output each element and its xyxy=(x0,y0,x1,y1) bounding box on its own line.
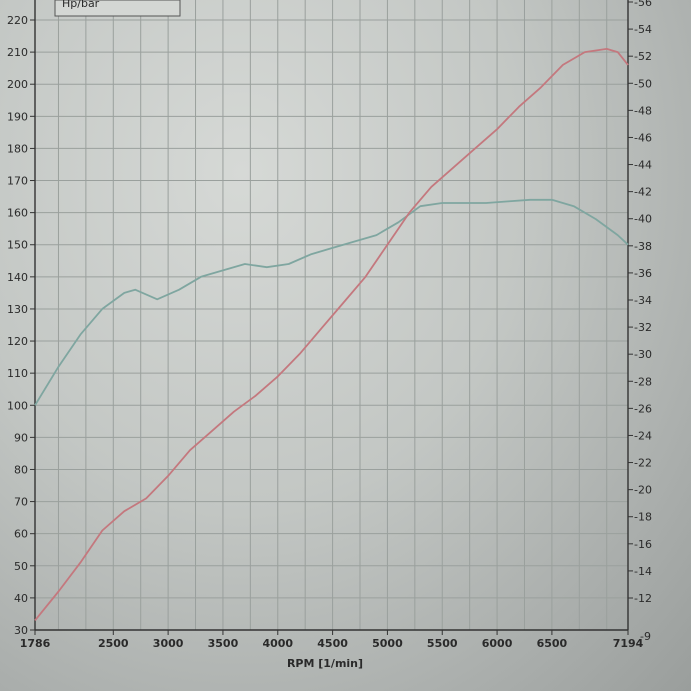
right-tick-label: -34 xyxy=(634,294,652,307)
x-tick-label: 3000 xyxy=(153,637,184,650)
right-tick-label: -22 xyxy=(634,457,652,470)
right-tick-label: -32 xyxy=(634,321,652,334)
left-tick-label: 200 xyxy=(7,78,28,91)
axes-frame xyxy=(34,0,629,631)
right-tick-label: -14 xyxy=(634,565,652,578)
right-tick-label: -40 xyxy=(634,213,652,226)
right-tick-label: -56 xyxy=(634,0,652,9)
left-tick-label: 160 xyxy=(7,207,28,220)
x-tick-label: 6500 xyxy=(537,637,568,650)
x-axis-label: RPM [1/min] xyxy=(287,657,363,670)
right-tick-label: -54 xyxy=(634,23,652,36)
series-line-red xyxy=(34,48,629,621)
x-tick-label: 4500 xyxy=(317,637,348,650)
right-tick-label: -18 xyxy=(634,511,652,524)
right-tick-label: -48 xyxy=(634,104,652,117)
x-tick-label: 6000 xyxy=(482,637,513,650)
right-tick-label: -16 xyxy=(634,538,652,551)
right-tick-label: -50 xyxy=(634,77,652,90)
series xyxy=(34,48,629,621)
left-tick-label: 80 xyxy=(14,463,28,476)
right-tick-label: -42 xyxy=(634,186,652,199)
left-tick-label: 40 xyxy=(14,592,28,605)
right-tick-label: -44 xyxy=(634,159,652,172)
legend-box xyxy=(54,0,181,17)
right-tick-label: -36 xyxy=(634,267,652,280)
x-tick-label: 3500 xyxy=(208,637,239,650)
left-tick-label: 100 xyxy=(7,399,28,412)
left-tick-label: 60 xyxy=(14,528,28,541)
left-tick-label: 210 xyxy=(7,46,28,59)
x-tick-label: 4000 xyxy=(262,637,293,650)
right-tick-label: -28 xyxy=(634,375,652,388)
left-tick-label: 30 xyxy=(14,624,28,637)
x-tick-label: 5500 xyxy=(427,637,458,650)
right-axis: -12 -14 -16 -18 -20 -22 -24 -26 -28 -30 -32 -34 -36 -… xyxy=(628,0,652,605)
x-tick-label: 7194 xyxy=(613,637,644,650)
right-tick-label: -46 xyxy=(634,131,652,144)
right-tick-label: -12 xyxy=(634,592,652,605)
left-tick-label: 170 xyxy=(7,175,28,188)
right-tick-label: -38 xyxy=(634,240,652,253)
left-tick-label: 130 xyxy=(7,303,28,316)
legend-label: Hp/bar xyxy=(62,0,100,10)
left-tick-label: 150 xyxy=(7,239,28,252)
left-tick-label: 190 xyxy=(7,110,28,123)
right-tick-label: -24 xyxy=(634,429,652,442)
left-tick-label: 140 xyxy=(7,271,28,284)
left-tick-label: 120 xyxy=(7,335,28,348)
left-tick-label: 110 xyxy=(7,367,28,380)
left-tick-label: 90 xyxy=(14,431,28,444)
series-line-teal xyxy=(34,198,629,406)
x-tick-label: 2500 xyxy=(98,637,129,650)
left-tick-label: 70 xyxy=(14,496,28,509)
right-tick-label: -30 xyxy=(634,348,652,361)
left-tick-label: 50 xyxy=(14,560,28,573)
right-tick-label: -20 xyxy=(634,484,652,497)
x-tick-label: 5000 xyxy=(372,637,403,650)
left-tick-label: 180 xyxy=(7,142,28,155)
right-bottom-label: -9 xyxy=(640,630,651,643)
left-axis: 30 40 50 60 70 80 90 100 110 120 130 140 150 160 170 18… xyxy=(7,14,35,637)
x-tick-label: 1786 xyxy=(20,637,51,650)
right-tick-label: -52 xyxy=(634,50,652,63)
grid xyxy=(35,0,628,631)
x-axis: 1786 2500 3000 3500 4000 4500 5000 5500 6000 6500… xyxy=(20,630,644,650)
right-tick-label: -26 xyxy=(634,402,652,415)
left-tick-label: 220 xyxy=(7,14,28,27)
